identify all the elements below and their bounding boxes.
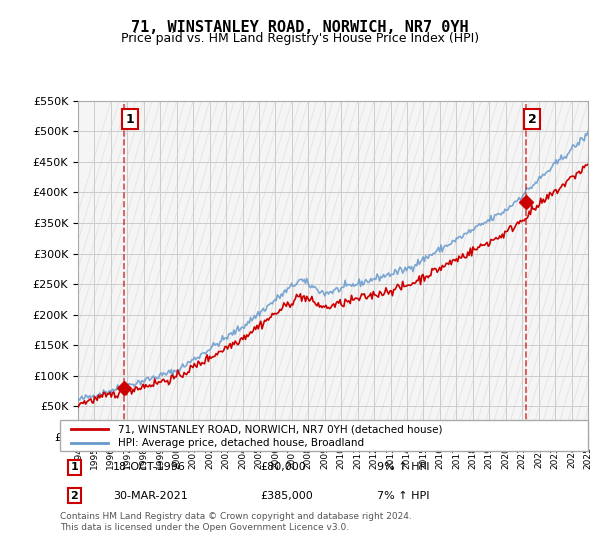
Text: 2: 2 [71, 491, 79, 501]
Text: 9% ↑ HPI: 9% ↑ HPI [377, 463, 430, 473]
Text: 7% ↑ HPI: 7% ↑ HPI [377, 491, 430, 501]
Text: 1: 1 [71, 463, 79, 473]
Text: 18-OCT-1996: 18-OCT-1996 [113, 463, 185, 473]
Text: 30-MAR-2021: 30-MAR-2021 [113, 491, 188, 501]
Text: £385,000: £385,000 [260, 491, 313, 501]
Text: 71, WINSTANLEY ROAD, NORWICH, NR7 0YH (detached house): 71, WINSTANLEY ROAD, NORWICH, NR7 0YH (d… [118, 424, 443, 434]
Text: Price paid vs. HM Land Registry's House Price Index (HPI): Price paid vs. HM Land Registry's House … [121, 32, 479, 45]
Text: £80,000: £80,000 [260, 463, 307, 473]
Text: 71, WINSTANLEY ROAD, NORWICH, NR7 0YH: 71, WINSTANLEY ROAD, NORWICH, NR7 0YH [131, 20, 469, 35]
Text: HPI: Average price, detached house, Broadland: HPI: Average price, detached house, Broa… [118, 438, 364, 448]
Text: 1: 1 [126, 113, 134, 125]
Text: Contains HM Land Registry data © Crown copyright and database right 2024.
This d: Contains HM Land Registry data © Crown c… [60, 512, 412, 532]
FancyBboxPatch shape [60, 420, 588, 451]
Text: 2: 2 [528, 113, 537, 125]
